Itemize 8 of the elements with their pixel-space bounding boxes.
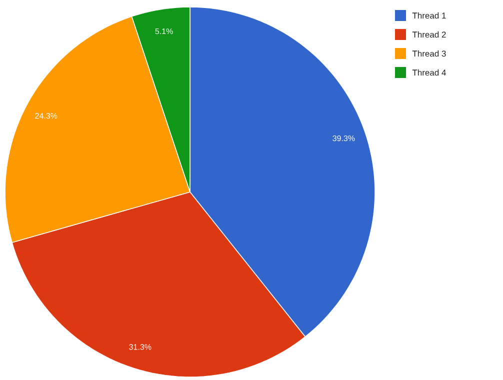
data-label: 39.3% xyxy=(332,135,355,142)
data-label: 31.3% xyxy=(129,344,152,350)
data-label: 5.1% xyxy=(155,28,173,34)
legend-label: Thread 4 xyxy=(412,69,446,76)
legend-label: Thread 2 xyxy=(412,31,446,38)
legend-label: Thread 3 xyxy=(412,50,446,57)
legend-label: Thread 1 xyxy=(412,12,446,19)
data-label: 24.3% xyxy=(35,112,58,119)
